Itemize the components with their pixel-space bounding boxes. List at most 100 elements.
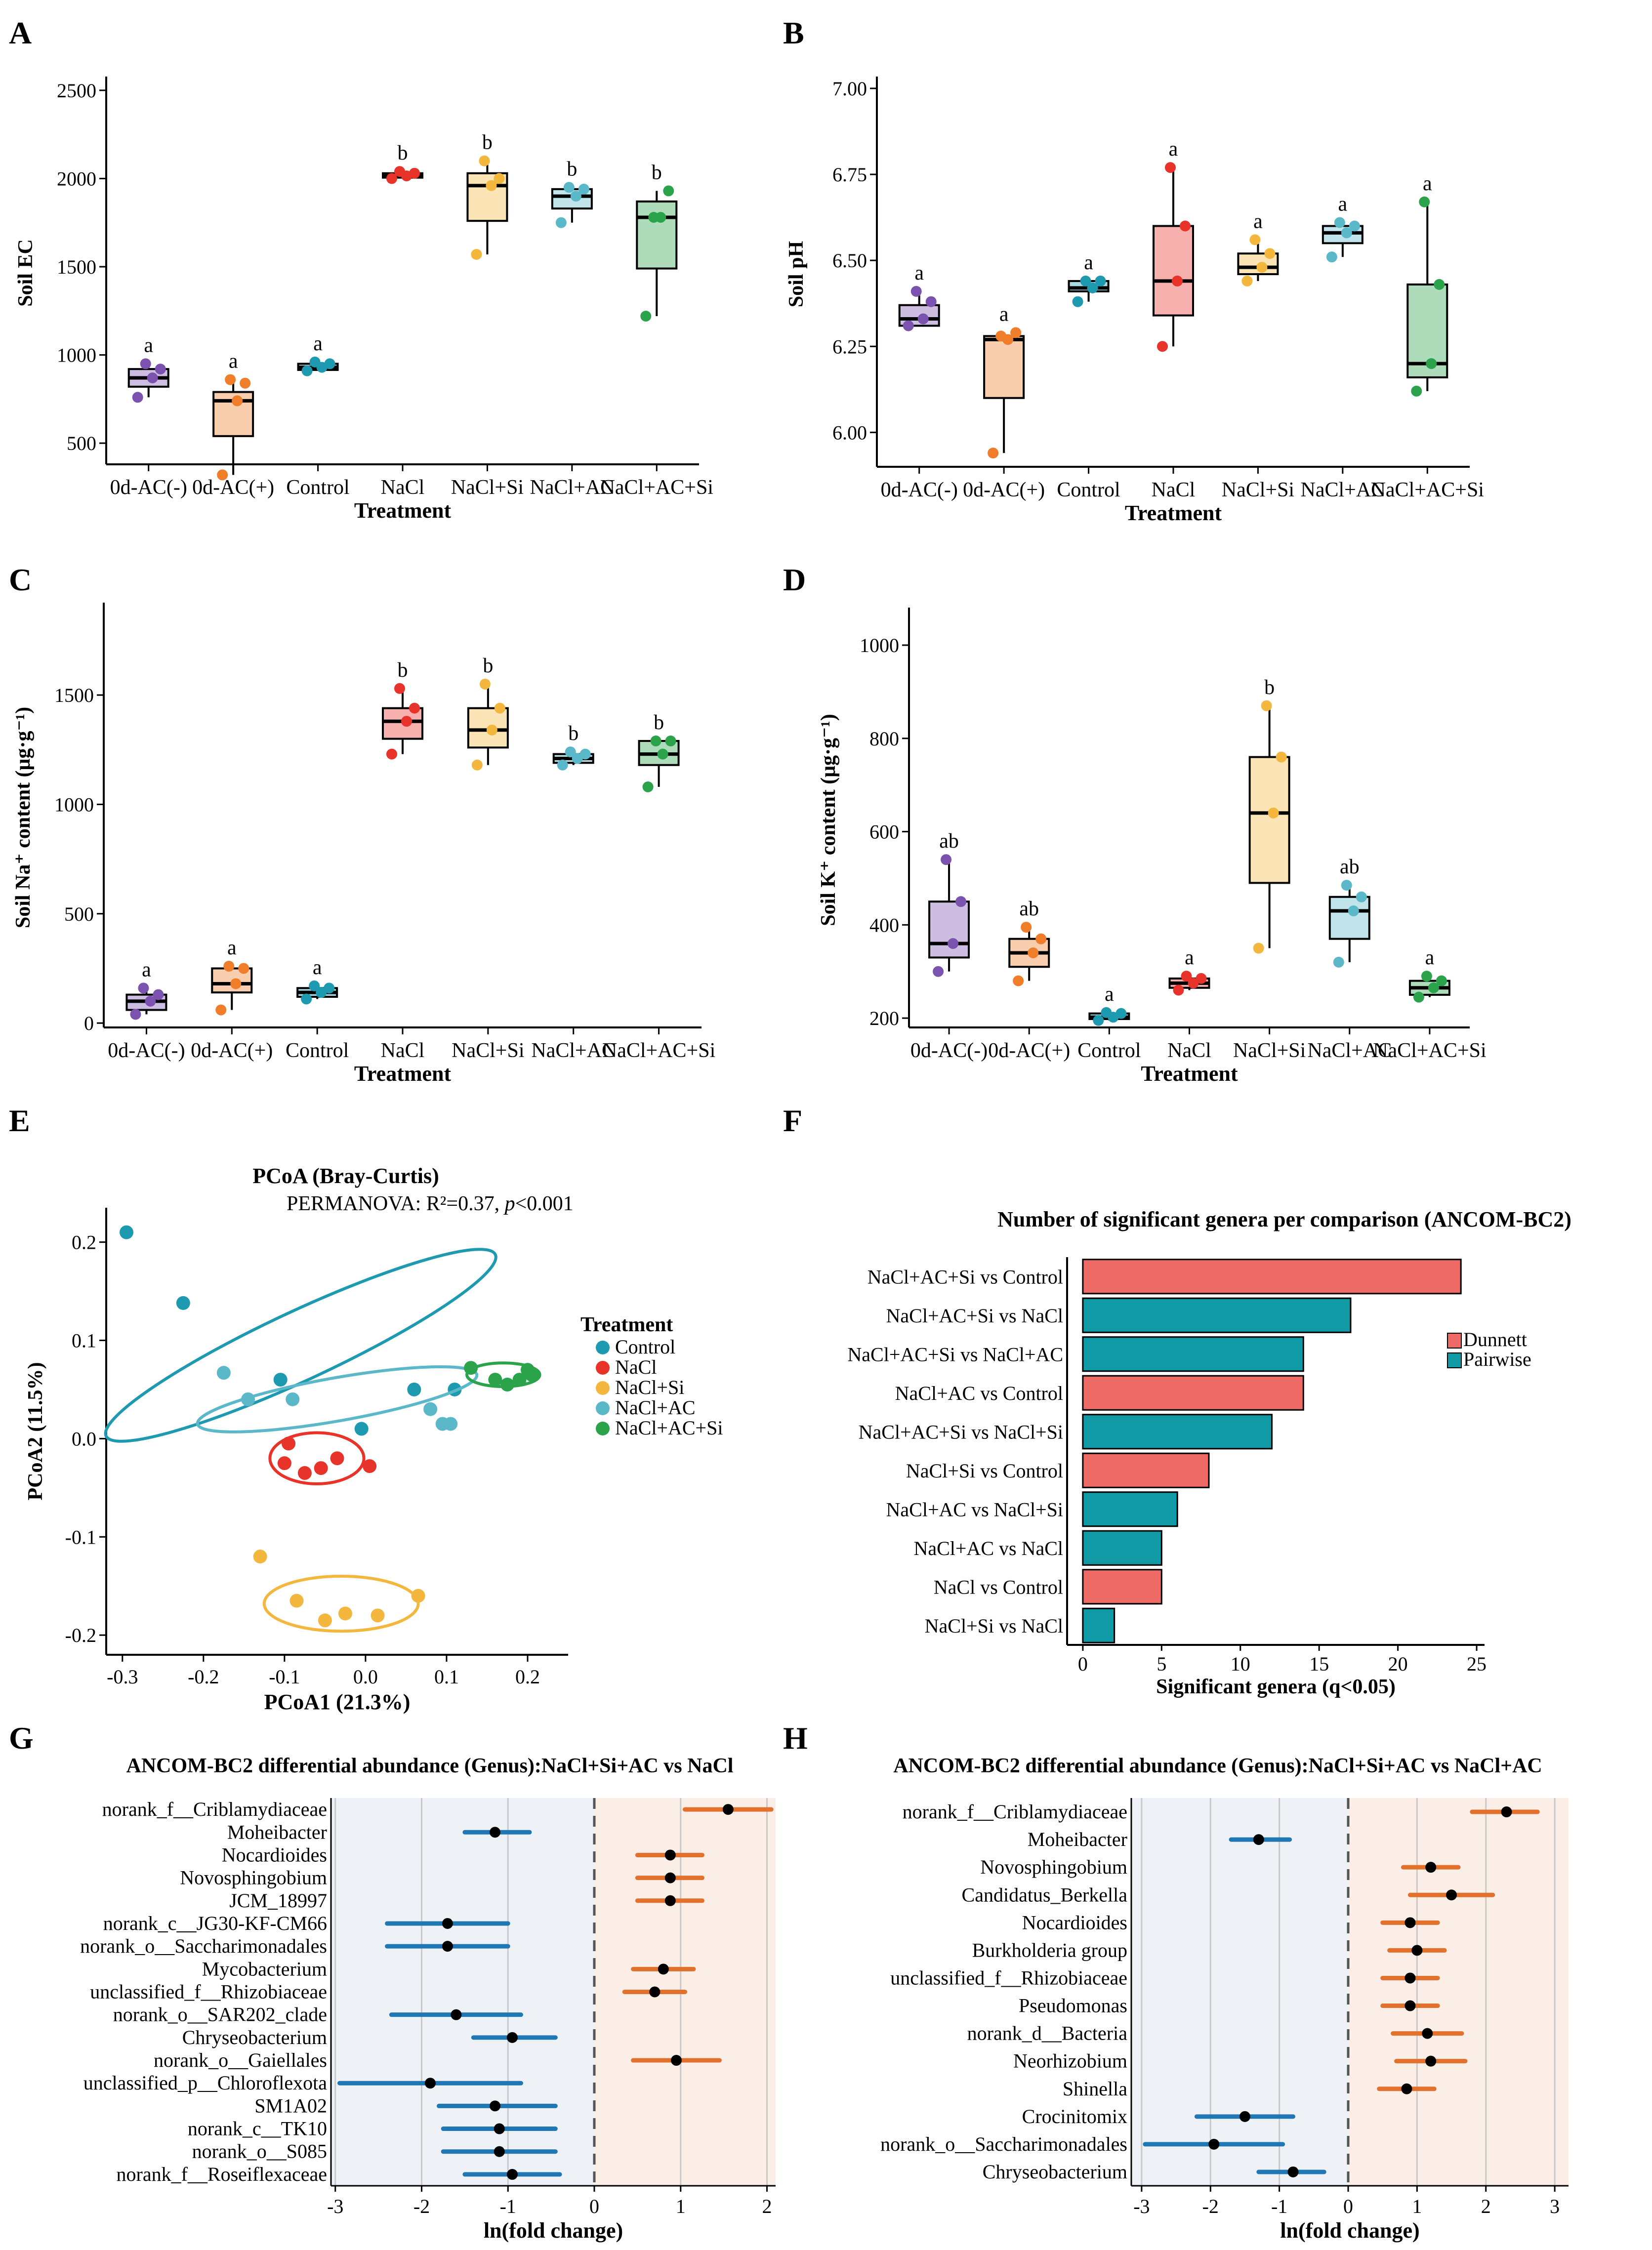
genus-label: norank_f__Criblamydiaceae xyxy=(903,1800,1127,1823)
data-point xyxy=(145,995,156,1007)
genus-label: Moheibacter xyxy=(1028,1828,1127,1850)
point-Control xyxy=(407,1382,421,1396)
panel-d: D20040060080010000d-AC(-)ab0d-AC(+)abCon… xyxy=(783,562,1487,1086)
data-point xyxy=(230,978,242,989)
effect-estimate xyxy=(1239,2111,1250,2122)
legend-label: Pairwise xyxy=(1463,1348,1531,1370)
data-point xyxy=(130,1009,141,1020)
data-point xyxy=(657,748,668,760)
genus-label: norank_o__Saccharimonadales xyxy=(880,2133,1127,2155)
genus-label: norank_o__Saccharimonadales xyxy=(80,1935,327,1957)
data-point xyxy=(1341,227,1352,239)
significance-letter: a xyxy=(229,350,238,373)
point-NaCl xyxy=(314,1461,328,1475)
y-tick-label: -0.2 xyxy=(65,1624,96,1646)
effect-estimate xyxy=(1208,2138,1220,2150)
point-Control xyxy=(176,1296,190,1310)
panel-g: G ANCOM-BC2 differential abundance (Genus… xyxy=(9,1720,776,2243)
data-point xyxy=(1421,971,1432,982)
subtitle-p: p xyxy=(503,1192,515,1215)
genus-label: norank_o__S085 xyxy=(192,2140,327,2163)
significance-letter: b xyxy=(483,655,493,677)
data-point xyxy=(1349,220,1360,232)
x-tick-label: NaCl xyxy=(1152,479,1196,501)
bar-label: NaCl+AC vs NaCl xyxy=(913,1537,1063,1559)
data-point xyxy=(1035,933,1047,944)
data-point xyxy=(1087,282,1098,293)
effect-estimate xyxy=(649,1986,661,1998)
panel-letter: F xyxy=(783,1103,802,1138)
data-point xyxy=(301,993,312,1005)
data-point xyxy=(494,702,505,714)
x-axis-title: Treatment xyxy=(354,498,452,523)
x-axis-title: Treatment xyxy=(1141,1062,1238,1086)
data-point xyxy=(555,217,567,228)
x-tick-label: 2 xyxy=(1481,2195,1491,2217)
legend-marker xyxy=(596,1422,610,1435)
data-point xyxy=(1021,922,1032,933)
x-tick-label: 0d-AC(+) xyxy=(192,476,274,499)
y-tick-label: 200 xyxy=(869,1007,899,1029)
genus-label: JCM_18997 xyxy=(229,1889,327,1912)
effect-estimate xyxy=(1253,1834,1264,1845)
data-point xyxy=(1080,275,1091,286)
positive-region xyxy=(1348,1798,1569,2186)
significance-letter: b xyxy=(482,131,493,154)
data-point xyxy=(1256,262,1268,273)
data-point xyxy=(1426,358,1437,369)
data-point xyxy=(1253,942,1264,954)
significance-letter: a xyxy=(1169,138,1178,161)
bar-pairwise xyxy=(1082,1607,1115,1643)
genus-label: Nocardioides xyxy=(1022,1911,1127,1933)
bar-pairwise xyxy=(1082,1491,1178,1527)
data-point xyxy=(1165,162,1176,173)
panel-b: B 6.00 6.25 6.50 6.75 7.00 0d-AC(-) a 0d-AC(+) a C… xyxy=(783,15,1484,525)
panel-c: C 0 500 1000 1500 0d-AC(-) a 0d-AC(+) a Control a N… xyxy=(9,562,715,1086)
data-point xyxy=(386,748,397,760)
significance-letter: b xyxy=(568,722,578,745)
box-NaCl xyxy=(1153,225,1194,317)
panel-f: F Number of significant genera per compar… xyxy=(783,1103,1571,1698)
x-tick-label: Control xyxy=(1077,1039,1141,1062)
data-point xyxy=(1348,905,1359,917)
x-tick-label: -3 xyxy=(327,2195,343,2217)
data-point xyxy=(324,982,335,994)
point-NaCl+Si xyxy=(411,1589,425,1603)
x-tick-label: 0d-AC(+) xyxy=(963,479,1045,501)
effect-estimate xyxy=(1404,2000,1416,2011)
data-point xyxy=(1115,1008,1127,1019)
point-NaCl+AC+Si xyxy=(500,1378,514,1392)
significance-letter: b xyxy=(398,659,408,682)
point-NaCl+Si xyxy=(289,1594,304,1608)
data-point xyxy=(132,392,143,403)
effect-estimate xyxy=(1422,2028,1433,2039)
legend-marker xyxy=(596,1381,610,1395)
point-Control xyxy=(354,1422,369,1436)
x-tick-label: 0.0 xyxy=(353,1666,378,1688)
genus-label: norank_f__Roseiflexaceae xyxy=(117,2163,327,2185)
significance-letter: a xyxy=(1185,946,1194,969)
genus-label: norank_f__Criblamydiaceae xyxy=(102,1798,327,1820)
point-NaCl xyxy=(282,1436,296,1451)
box-0d-AC(+) xyxy=(983,335,1025,399)
x-tick-label: 0.2 xyxy=(515,1666,540,1688)
legend-label: Dunnett xyxy=(1463,1328,1527,1350)
point-NaCl xyxy=(297,1466,312,1480)
x-tick-label: 0d-AC(-) xyxy=(110,476,187,499)
significance-letter: a xyxy=(1084,251,1093,274)
genus-label: Neorhizobium xyxy=(1013,2050,1127,2072)
effect-estimate xyxy=(722,1804,734,1815)
chart-title: ANCOM-BC2 differential abundance (Genus)… xyxy=(893,1755,1542,1777)
y-tick-label: 500 xyxy=(67,432,96,454)
bar-label: NaCl+AC+Si vs Control xyxy=(867,1266,1063,1288)
x-tick-label: -0.3 xyxy=(107,1666,138,1688)
significance-letter: a xyxy=(1423,172,1432,195)
box-0d-AC(-) xyxy=(928,900,970,959)
effect-estimate xyxy=(1425,2055,1437,2067)
significance-letter: ab xyxy=(939,830,959,853)
genus-label: Pseudomonas xyxy=(1019,1995,1127,2017)
effect-estimate xyxy=(442,1918,453,1929)
y-tick-label: 6.25 xyxy=(832,335,867,358)
point-NaCl+AC+Si xyxy=(464,1361,478,1375)
x-tick-label: NaCl+AC xyxy=(531,1039,616,1062)
